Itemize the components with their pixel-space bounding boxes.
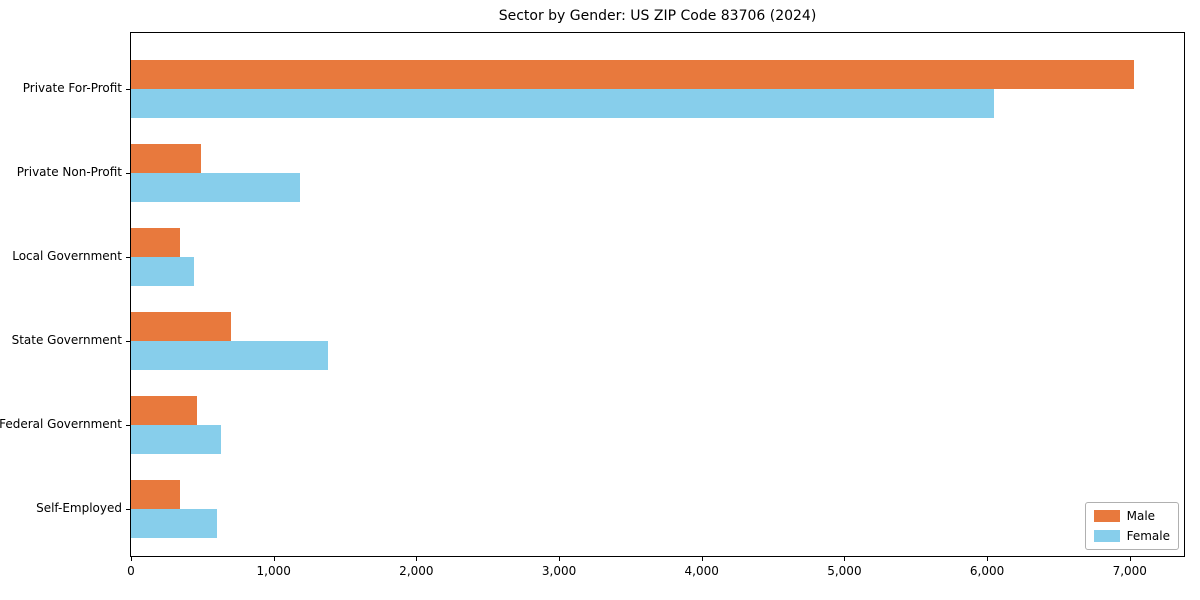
x-tick-label: 7,000 (1112, 564, 1147, 578)
y-axis-label: Federal Government (0, 417, 122, 431)
female-bar (131, 173, 301, 202)
bar-group (131, 215, 1184, 299)
y-tick-mark (126, 341, 130, 342)
female-bar (131, 89, 995, 118)
male-bar (131, 144, 201, 173)
bar-group (131, 383, 1184, 467)
legend-label: Male (1126, 509, 1156, 523)
male-bar (131, 480, 180, 509)
x-tick-mark (559, 556, 561, 561)
y-axis: Private For-Profit Private Non-Profit Loca… (0, 32, 122, 557)
y-axis-label: Private For-Profit (22, 81, 122, 95)
y-tick-mark (126, 425, 130, 426)
female-legend-swatch (1093, 530, 1120, 542)
male-bar (131, 312, 231, 341)
female-bar (131, 257, 195, 286)
y-axis-label: Private Non-Profit (16, 165, 122, 179)
x-tick-label: 1,000 (256, 564, 291, 578)
x-tick-mark (416, 556, 418, 561)
y-axis-label: Local Government (12, 249, 122, 263)
y-axis-label: Self-Employed (36, 501, 122, 515)
legend-label: Female (1126, 529, 1170, 543)
male-legend-swatch (1093, 510, 1120, 522)
x-tick-label: 3,000 (541, 564, 577, 578)
x-tick-mark (701, 556, 703, 561)
bar-group (131, 131, 1184, 215)
female-bar (131, 425, 221, 454)
female-bar (131, 509, 217, 538)
bar-group (131, 467, 1184, 551)
male-bar (131, 396, 197, 425)
x-tick-label: 2,000 (399, 564, 434, 578)
y-tick-mark (126, 89, 130, 90)
x-tick-mark (987, 556, 989, 561)
x-tick-label: 4,000 (684, 564, 719, 578)
x-tick-label: 5,000 (827, 564, 862, 578)
y-tick-mark (126, 509, 130, 510)
x-tick-mark (131, 556, 132, 561)
bar-groups (131, 33, 1184, 556)
y-tick-mark (126, 173, 130, 174)
y-axis-label: State Government (11, 333, 122, 347)
male-bar (131, 228, 181, 257)
female-bar (131, 341, 328, 370)
y-tick-mark (126, 257, 130, 258)
legend: Male Female (1084, 502, 1179, 550)
x-tick-mark (844, 556, 846, 561)
chart-title: Sector by Gender: US ZIP Code 83706 (202… (498, 8, 817, 24)
x-tick-mark (1129, 556, 1131, 561)
x-tick-label: 0 (127, 564, 135, 578)
male-bar (131, 60, 1135, 89)
bar-group (131, 47, 1184, 131)
bar-group (131, 299, 1184, 383)
x-tick-label: 6,000 (969, 564, 1005, 578)
x-tick-mark (273, 556, 275, 561)
legend-entry: Male (1093, 509, 1170, 523)
plot-area: Male Female 0 1,000 2,000 3,000 4,000 5,000 6,0… (126, 32, 1185, 578)
legend-entry: Female (1093, 529, 1170, 543)
